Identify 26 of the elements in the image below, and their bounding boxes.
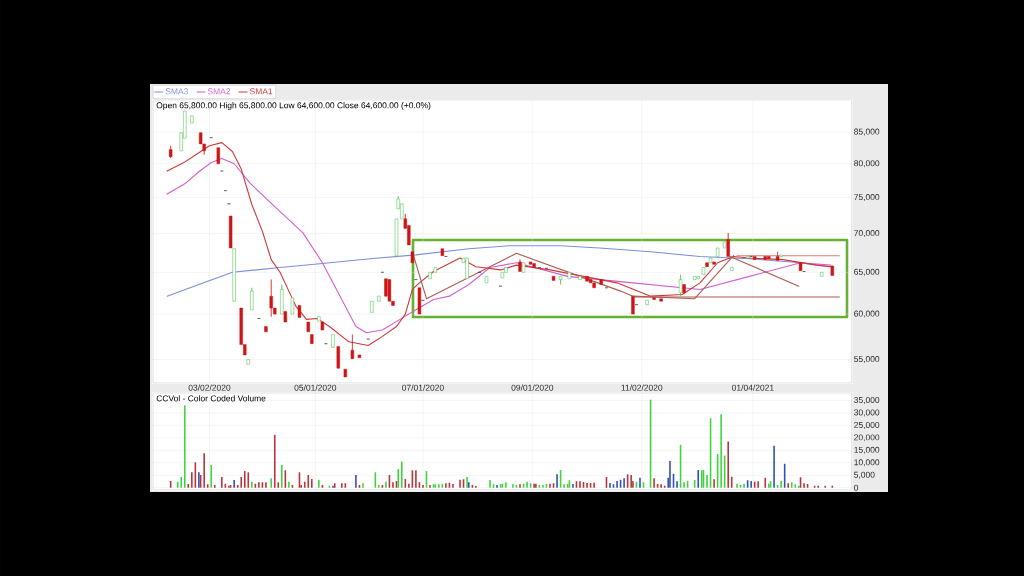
x-tick-label: 05/01/2020 (294, 384, 337, 391)
y-tick-label: 35,000 (854, 396, 880, 404)
x-tick-label: 01/04/2021 (732, 384, 774, 391)
y-tick-label: 75,000 (854, 194, 880, 202)
y-tick-label: 60,000 (854, 310, 880, 318)
chart-title: CCVol - Color Coded Volume (156, 395, 266, 402)
y-tick-label: 15,000 (854, 446, 880, 454)
y-tick-label: 85,000 (854, 128, 880, 136)
y-tick-label: 55,000 (854, 356, 880, 364)
y-tick-label: 70,000 (854, 230, 880, 238)
x-tick-label: 07/01/2020 (402, 384, 444, 391)
y-tick-label: 5,000 (854, 471, 875, 479)
x-tick-label: 03/02/2020 (188, 384, 231, 391)
legend-label: SMA1 (249, 88, 273, 95)
y-tick-label: 65,000 (854, 268, 880, 276)
legend-label: SMA2 (207, 88, 231, 95)
legend-label: SMA3 (165, 88, 188, 95)
y-tick-label: 80,000 (854, 160, 880, 168)
y-tick-label: 20,000 (854, 434, 880, 442)
y-tick-label: 25,000 (854, 421, 880, 429)
x-tick-label: 09/01/2020 (511, 384, 554, 391)
y-tick-label: 10,000 (854, 459, 880, 467)
x-tick-label: 11/02/2020 (621, 384, 663, 391)
y-tick-label: 30,000 (854, 409, 880, 417)
y-tick-label: 0 (854, 484, 859, 491)
chart-title: Open 65,800.00 High 65,800.00 Low 64,600.00 Close 64,600.00 (+0.0%) (156, 102, 431, 110)
